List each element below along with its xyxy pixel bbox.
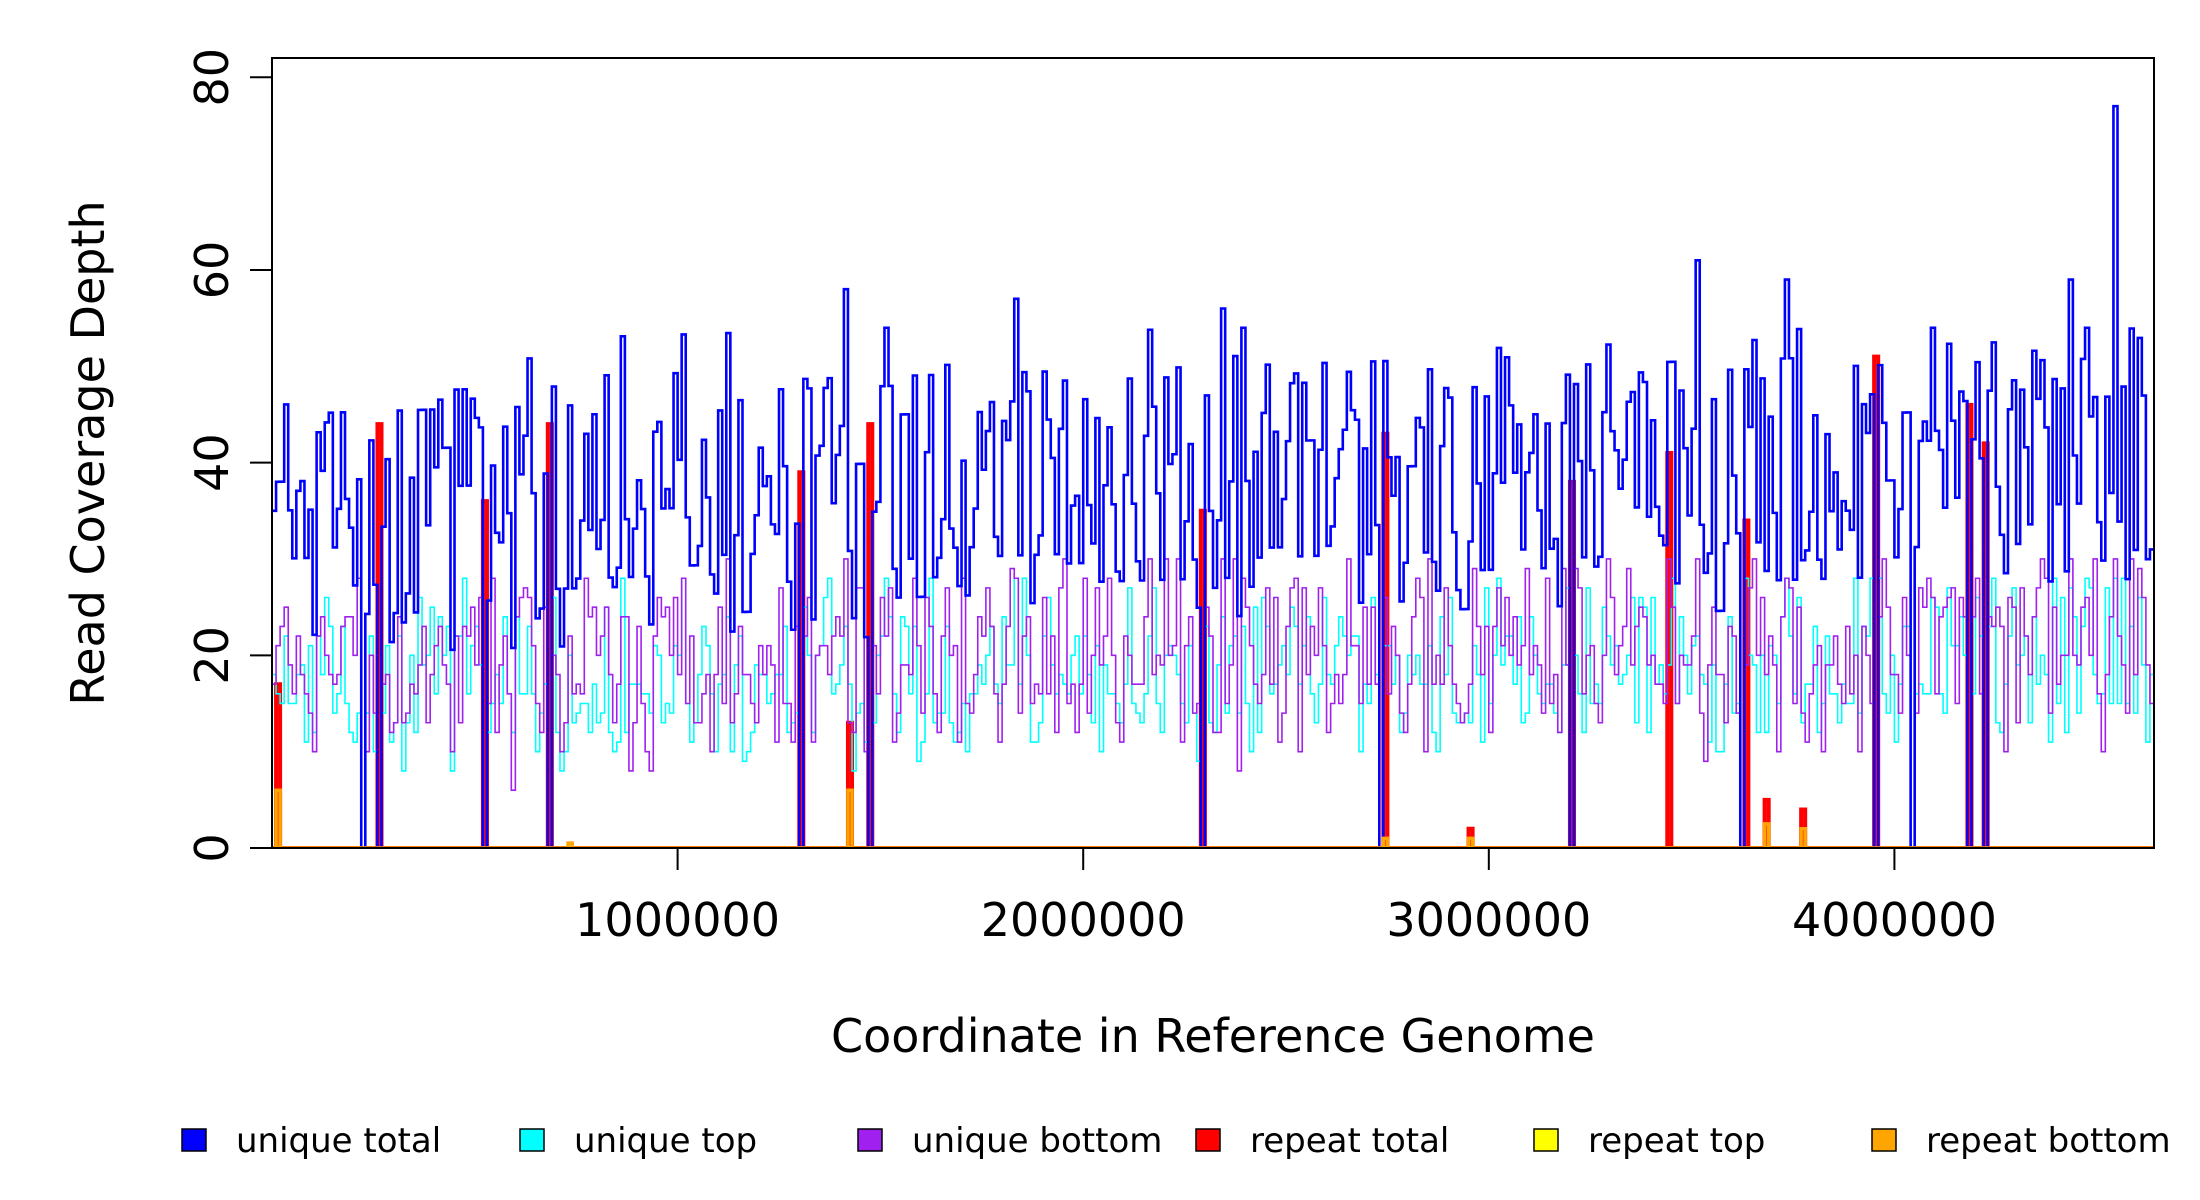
y-tick-label: 40 (185, 433, 239, 492)
series-repeat-total-line (272, 354, 2154, 848)
y-axis: 0 20 40 60 80 (185, 48, 272, 863)
x-tick-label: 3000000 (1386, 893, 1591, 947)
legend-swatch (1871, 1128, 1897, 1152)
x-tick-label: 2000000 (981, 893, 1186, 947)
legend-swatch (181, 1128, 207, 1152)
x-tick-label: 4000000 (1792, 893, 1997, 947)
y-axis-title: Read Coverage Depth (61, 200, 115, 705)
legend-label: repeat total (1250, 1121, 1449, 1161)
legend: unique total unique top unique bottom repea… (181, 1121, 2171, 1161)
legend-label: repeat bottom (1926, 1121, 2171, 1161)
series-repeat-bottom-line (272, 788, 2154, 848)
series-unique-bottom-line (272, 558, 2154, 848)
x-axis: 1000000 2000000 3000000 4000000 (575, 848, 1997, 947)
plot-area (272, 104, 2154, 848)
y-tick-label: 80 (185, 48, 239, 107)
x-axis-title: Coordinate in Reference Genome (831, 1009, 1595, 1063)
plot-frame (271, 57, 2155, 849)
legend-swatch (1195, 1128, 1221, 1152)
legend-swatch (519, 1128, 545, 1152)
legend-label: repeat top (1588, 1121, 1765, 1161)
legend-label: unique top (574, 1121, 757, 1161)
legend-label: unique bottom (912, 1121, 1162, 1161)
y-tick-label: 60 (185, 241, 239, 300)
series-unique-total-line (272, 104, 2154, 848)
y-tick-label: 0 (185, 833, 239, 862)
legend-swatch (857, 1128, 883, 1152)
legend-swatch (1533, 1128, 1559, 1152)
x-tick-label: 1000000 (575, 893, 780, 947)
legend-label: unique total (236, 1121, 441, 1161)
y-tick-label: 20 (185, 626, 239, 685)
